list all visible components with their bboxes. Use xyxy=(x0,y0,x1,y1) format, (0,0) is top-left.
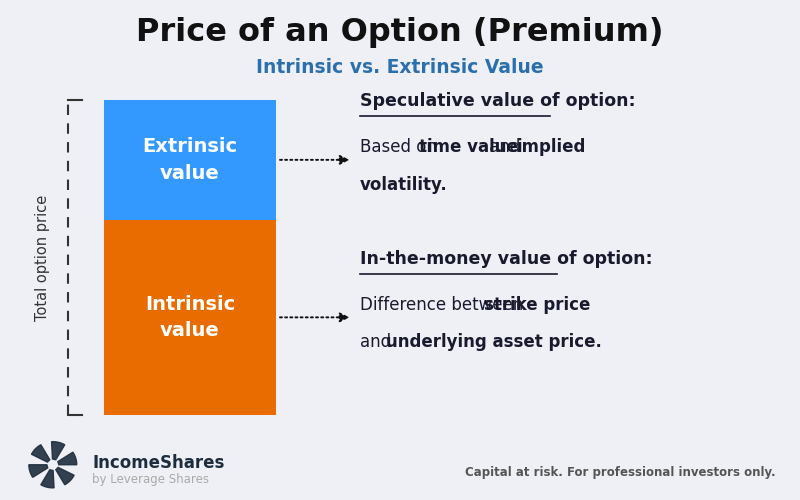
Text: In-the-money value of option:: In-the-money value of option: xyxy=(360,250,653,268)
Text: strike price: strike price xyxy=(484,296,590,314)
Polygon shape xyxy=(56,468,74,485)
Text: Total option price: Total option price xyxy=(35,194,50,320)
Text: Capital at risk. For professional investors only.: Capital at risk. For professional invest… xyxy=(466,466,776,479)
Bar xyxy=(104,100,276,220)
Text: Difference between: Difference between xyxy=(360,296,529,314)
Text: Price of an Option (Premium): Price of an Option (Premium) xyxy=(136,17,664,48)
Polygon shape xyxy=(41,470,54,488)
Text: volatility.: volatility. xyxy=(360,176,448,194)
Bar xyxy=(104,220,276,415)
Text: implied: implied xyxy=(517,138,586,156)
Text: Intrinsic vs. Extrinsic Value: Intrinsic vs. Extrinsic Value xyxy=(256,58,544,77)
Text: Intrinsic
value: Intrinsic value xyxy=(145,294,235,340)
Text: Speculative value of option:: Speculative value of option: xyxy=(360,92,636,110)
Text: underlying asset price.: underlying asset price. xyxy=(386,334,602,351)
Text: by Leverage Shares: by Leverage Shares xyxy=(92,472,209,486)
Polygon shape xyxy=(31,444,50,462)
Text: Extrinsic
value: Extrinsic value xyxy=(142,137,238,182)
Text: time value: time value xyxy=(418,138,518,156)
Polygon shape xyxy=(51,442,65,460)
Polygon shape xyxy=(29,465,48,477)
Text: Based on: Based on xyxy=(360,138,442,156)
Text: IncomeShares: IncomeShares xyxy=(92,454,224,472)
Polygon shape xyxy=(58,452,77,465)
Text: and: and xyxy=(484,138,526,156)
Text: and: and xyxy=(360,334,396,351)
